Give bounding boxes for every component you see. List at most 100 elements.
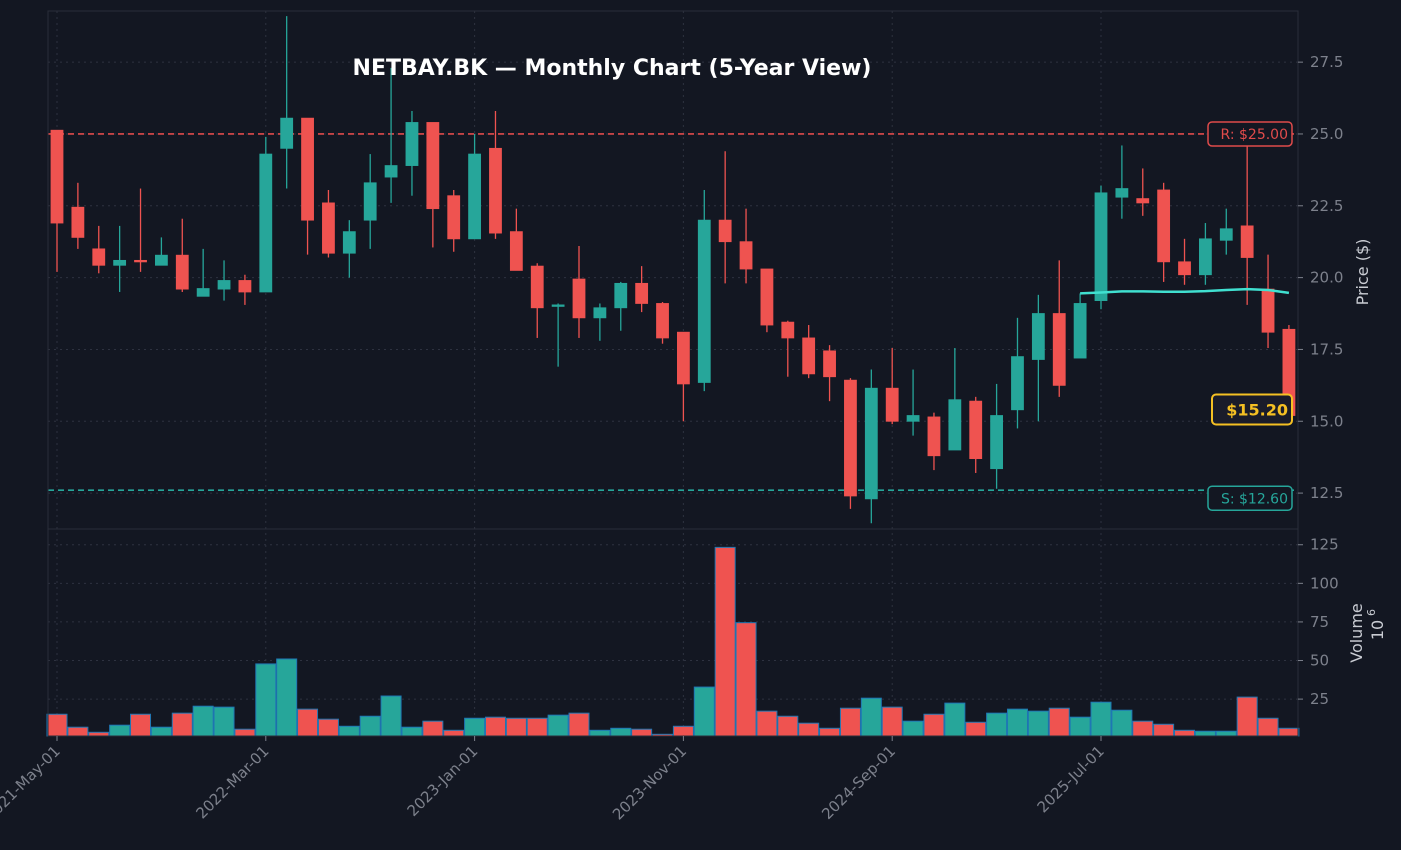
volume-bars bbox=[46, 546, 1300, 737]
last-price-label-box bbox=[1211, 393, 1293, 426]
volume-bar bbox=[777, 715, 799, 737]
volume-multiplier-exp: 6 bbox=[1365, 609, 1378, 616]
volume-bar bbox=[88, 731, 110, 737]
volume-bar bbox=[380, 695, 402, 737]
volume-bar bbox=[986, 712, 1008, 737]
candle-body bbox=[50, 129, 64, 224]
volume-bar bbox=[422, 720, 444, 737]
volume-tick-label: 75 bbox=[1310, 613, 1329, 631]
candle-body bbox=[718, 219, 732, 243]
candle-body bbox=[990, 415, 1003, 470]
volume-bar bbox=[902, 720, 924, 737]
resistance-label-box bbox=[1207, 121, 1293, 147]
candle-body bbox=[781, 321, 795, 339]
grid bbox=[48, 11, 1298, 736]
volume-bar bbox=[1257, 717, 1279, 737]
candle-body bbox=[1199, 238, 1212, 276]
volume-bar bbox=[1006, 708, 1028, 737]
support-resistance-lines bbox=[48, 133, 1298, 492]
candle-body bbox=[885, 387, 899, 422]
volume-bar bbox=[735, 622, 757, 737]
candle-body bbox=[593, 307, 607, 319]
volume-bar bbox=[192, 705, 214, 737]
volume-bar bbox=[464, 717, 486, 737]
moving-average-line bbox=[1080, 287, 1290, 295]
candle-body bbox=[677, 331, 690, 385]
volume-bar bbox=[1278, 727, 1300, 737]
price-axis: 12.5 15.0 17.5 20.0 22.5 25.0 27.5 bbox=[1298, 53, 1343, 502]
volume-bar bbox=[255, 663, 277, 737]
candle-body bbox=[238, 280, 252, 293]
candle-body bbox=[322, 202, 335, 254]
candle-body bbox=[217, 280, 231, 290]
volume-bar bbox=[756, 710, 778, 737]
last-price-label-text: $15.20 bbox=[1226, 400, 1288, 419]
candle-body bbox=[196, 288, 210, 297]
volume-bar bbox=[46, 713, 68, 737]
price-tick-label: 25.0 bbox=[1310, 125, 1343, 143]
candle-body bbox=[342, 231, 356, 254]
volume-panel-frame bbox=[47, 528, 1299, 737]
volume-bar bbox=[631, 728, 653, 737]
volume-bar bbox=[610, 727, 632, 737]
candle-body bbox=[405, 122, 419, 166]
candle-body bbox=[969, 400, 983, 460]
candle-body bbox=[739, 241, 753, 270]
candle-body bbox=[134, 259, 147, 263]
candle-body bbox=[572, 278, 586, 319]
resistance-label: R: $25.00 bbox=[1207, 121, 1293, 147]
volume-bar bbox=[944, 702, 966, 737]
candle-body bbox=[844, 379, 857, 497]
volume-bar bbox=[526, 717, 548, 737]
price-tick-label: 27.5 bbox=[1310, 53, 1343, 71]
candle-body bbox=[1178, 261, 1191, 276]
level-labels: R: $25.00 S: $12.60 $15.20 bbox=[1207, 121, 1293, 511]
volume-bar bbox=[234, 728, 256, 737]
volume-bar bbox=[1090, 701, 1112, 737]
volume-bar bbox=[860, 697, 882, 737]
candle-body bbox=[948, 399, 962, 451]
volume-multiplier-base: 10 bbox=[1368, 620, 1387, 640]
candle-body bbox=[1219, 228, 1233, 241]
candle-body bbox=[489, 147, 502, 234]
volume-bar bbox=[1069, 716, 1091, 737]
volume-bar bbox=[881, 706, 903, 737]
candle-body bbox=[175, 254, 189, 290]
volume-bar bbox=[568, 712, 590, 737]
volume-bar bbox=[338, 725, 360, 737]
support-label-box bbox=[1207, 485, 1293, 511]
volume-bar bbox=[1153, 723, 1175, 737]
candle-body bbox=[1261, 288, 1275, 333]
candle-body bbox=[1157, 189, 1171, 263]
volume-bar bbox=[672, 725, 694, 737]
candle-body bbox=[363, 182, 377, 221]
volume-bar bbox=[1027, 710, 1049, 737]
price-axis-label: Price ($) bbox=[1353, 239, 1372, 306]
volume-bar bbox=[589, 729, 611, 737]
volume-bar bbox=[1194, 730, 1216, 737]
candle-body bbox=[1011, 356, 1024, 411]
moving-average bbox=[1080, 287, 1290, 295]
candle-body bbox=[656, 303, 669, 339]
candle-body bbox=[280, 117, 294, 149]
candles bbox=[50, 16, 1296, 524]
candle-body bbox=[1115, 188, 1129, 198]
volume-bar bbox=[1215, 730, 1237, 737]
volume-bar bbox=[923, 713, 945, 737]
candle-body bbox=[760, 268, 774, 326]
volume-tick-label: 100 bbox=[1310, 574, 1339, 592]
candle-body bbox=[551, 304, 565, 307]
volume-bar bbox=[276, 658, 298, 737]
volume-multiplier: 10 6 bbox=[1365, 609, 1387, 640]
volume-bar bbox=[130, 713, 152, 737]
volume-bar bbox=[819, 727, 841, 737]
support-label: S: $12.60 bbox=[1207, 485, 1293, 511]
last-price-label: $15.20 bbox=[1211, 393, 1293, 426]
volume-bar bbox=[67, 726, 89, 737]
candle-body bbox=[384, 165, 398, 178]
volume-bar bbox=[1236, 696, 1258, 737]
volume-bar bbox=[1132, 720, 1154, 737]
candle-body bbox=[530, 265, 544, 309]
candle-body bbox=[259, 153, 273, 293]
